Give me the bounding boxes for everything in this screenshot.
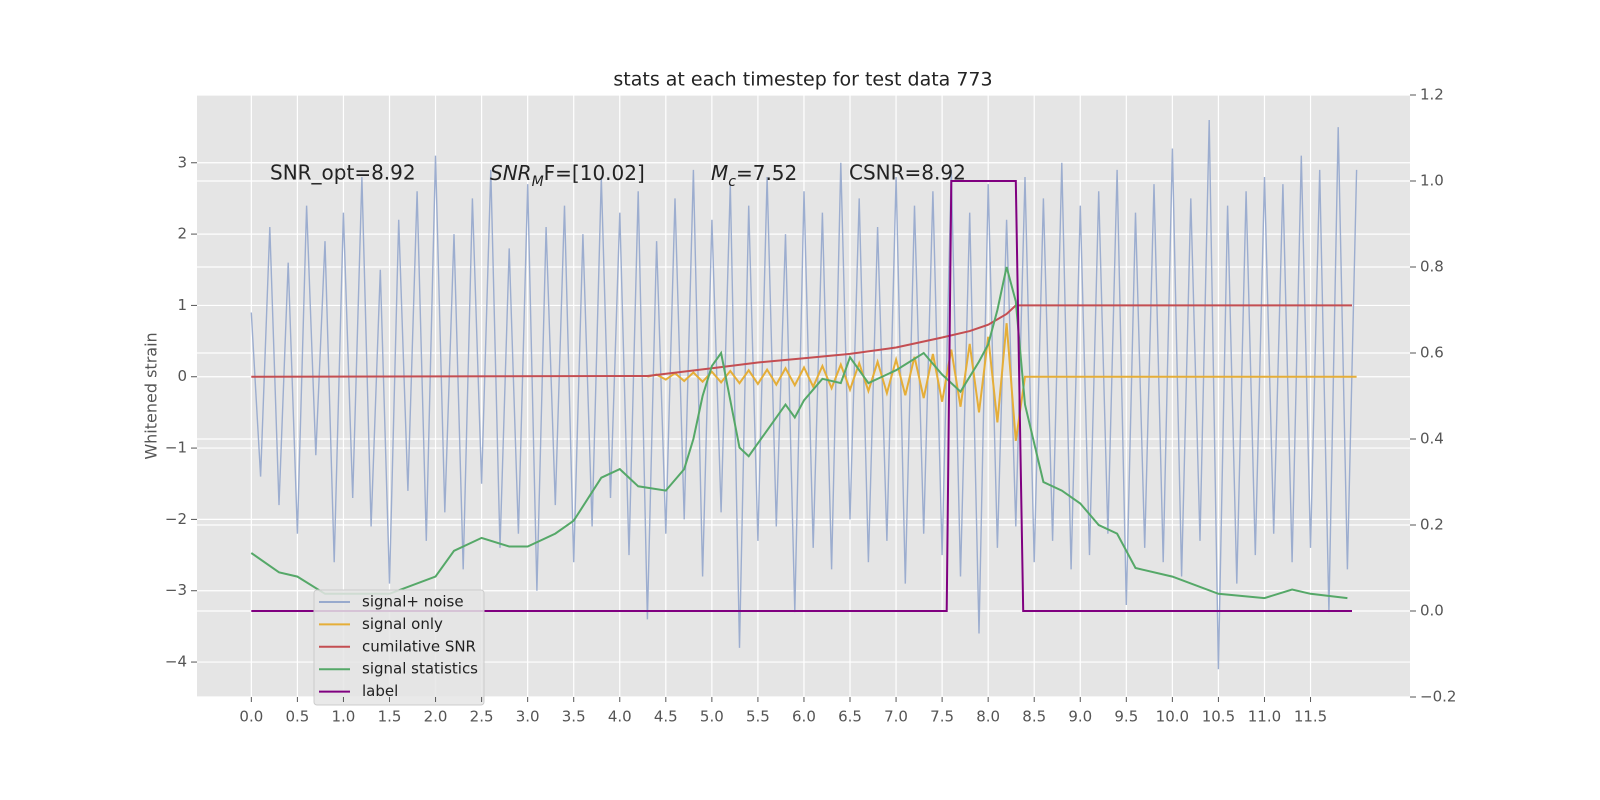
annotation-sub: M — [532, 174, 544, 190]
lines — [250, 119, 1358, 670]
x-tick-label: 10.0 — [1156, 708, 1189, 726]
y2-tick-label: 1.2 — [1420, 86, 1444, 104]
x-tick-label: 11.0 — [1248, 708, 1281, 726]
x-tick-label: 2.5 — [470, 708, 494, 726]
x-tick-label: 7.5 — [930, 708, 954, 726]
x-tick-label: 1.5 — [378, 708, 402, 726]
x-tick-label: 0.0 — [239, 708, 263, 726]
series-line — [647, 323, 1357, 442]
y-tick-label: 2 — [177, 225, 187, 243]
series-line — [250, 266, 1348, 600]
legend-label: signal statistics — [362, 660, 478, 678]
y-axis-label: Whitened strain — [142, 332, 161, 459]
x-tick-label: 10.5 — [1202, 708, 1235, 726]
legend: signal+ noise signal only cumilative SNR si… — [313, 589, 485, 706]
series-line — [251, 180, 1352, 612]
y2-tick-label: 0.6 — [1420, 344, 1444, 362]
y-tick-label: −1 — [165, 439, 187, 457]
legend-box — [313, 589, 485, 706]
y2-tick-label: 0.4 — [1420, 430, 1444, 448]
y-tick-label: 1 — [177, 296, 187, 314]
y2-tick-label: 1.0 — [1420, 172, 1444, 190]
x-tick-label: 5.5 — [746, 708, 770, 726]
x-tick-label: 6.5 — [838, 708, 862, 726]
legend-label: signal+ noise — [362, 593, 464, 611]
x-tick-label: 4.5 — [654, 708, 678, 726]
legend-label: cumilative SNR — [362, 637, 476, 655]
annotation: CSNR=8.92 — [849, 161, 966, 185]
y-tick-label: −4 — [165, 653, 187, 671]
annotation: Mc=7.52 — [711, 161, 797, 191]
annotation-part: F=[10.02] — [544, 161, 645, 185]
y-tick-label: 0 — [177, 367, 187, 385]
x-tick-label: 9.0 — [1068, 708, 1092, 726]
chart-title: stats at each timestep for test data 773 — [613, 69, 992, 91]
y2-tick-label: −0.2 — [1420, 688, 1456, 706]
x-tick-label: 9.5 — [1114, 708, 1138, 726]
x-tick-label: 0.5 — [285, 708, 309, 726]
x-tick-label: 7.0 — [884, 708, 908, 726]
y-tick-label: −3 — [165, 581, 187, 599]
x-tick-label: 1.0 — [332, 708, 356, 726]
x-tick-label: 2.0 — [424, 708, 448, 726]
y-tick-label: −2 — [165, 510, 187, 528]
y2-tick-label: 0.2 — [1420, 516, 1444, 534]
x-tick-label: 11.5 — [1294, 708, 1327, 726]
y2-tick-label: 0.8 — [1420, 258, 1444, 276]
annotation-sub: c — [728, 174, 736, 190]
x-tick-label: 6.0 — [792, 708, 816, 726]
x-tick-label: 8.5 — [1022, 708, 1046, 726]
annotation: SNRMF=[10.02] — [490, 161, 645, 191]
x-tick-label: 4.0 — [608, 708, 632, 726]
x-tick-label: 8.0 — [976, 708, 1000, 726]
legend-label: signal only — [362, 615, 443, 633]
series-line — [250, 119, 1358, 670]
legend-label: label — [362, 682, 398, 700]
annotation-part: M — [711, 161, 728, 185]
x-tick-label: 5.0 — [700, 708, 724, 726]
annotation-part: =7.52 — [736, 161, 797, 185]
annotation: SNR_opt=8.92 — [270, 161, 416, 185]
annotation-part: SNR — [490, 161, 532, 185]
y-tick-label: 3 — [177, 153, 187, 171]
x-tick-label: 3.0 — [516, 708, 540, 726]
y2-tick-label: 0.0 — [1420, 602, 1444, 620]
x-tick-label: 3.5 — [562, 708, 586, 726]
